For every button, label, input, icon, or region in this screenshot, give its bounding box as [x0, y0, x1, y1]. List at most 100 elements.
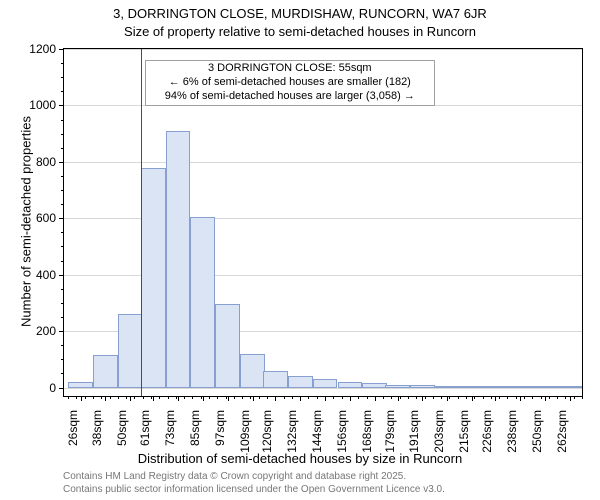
y-minor-tick	[61, 134, 64, 135]
annotation-box: 3 DORRINGTON CLOSE: 55sqm← 6% of semi-de…	[145, 60, 435, 105]
x-tick-label: 168sqm	[360, 410, 374, 470]
x-minor-tick	[474, 396, 475, 399]
x-tick	[228, 396, 229, 401]
x-minor-tick	[532, 396, 533, 399]
x-minor-tick	[226, 396, 227, 399]
y-minor-tick	[61, 176, 64, 177]
x-tick	[178, 396, 179, 401]
x-minor-tick	[333, 396, 334, 399]
histogram-bar	[166, 131, 191, 388]
x-tick-label: 73sqm	[163, 410, 177, 470]
y-axis-label: Number of semi-detached properties	[19, 102, 34, 342]
histogram-bar	[68, 382, 93, 387]
histogram-bar	[240, 354, 265, 388]
x-minor-tick	[383, 396, 384, 399]
x-tick-label: 191sqm	[407, 410, 421, 470]
x-minor-tick	[549, 396, 550, 399]
histogram-bar	[362, 383, 387, 387]
x-minor-tick	[499, 396, 500, 399]
x-tick-label: 203sqm	[432, 410, 446, 470]
x-tick	[398, 396, 399, 401]
annotation-line: 94% of semi-detached houses are larger (…	[148, 90, 432, 104]
x-tick	[422, 396, 423, 401]
x-tick	[375, 396, 376, 401]
y-gridline	[64, 105, 582, 106]
x-minor-tick	[134, 396, 135, 399]
x-minor-tick	[201, 396, 202, 399]
histogram-bar	[460, 386, 485, 388]
y-minor-tick	[61, 148, 64, 149]
chart-title-line1: 3, DORRINGTON CLOSE, MURDISHAW, RUNCORN,…	[0, 6, 600, 21]
x-minor-tick	[541, 396, 542, 399]
x-minor-tick	[400, 396, 401, 399]
x-tick-label: 238sqm	[505, 410, 519, 470]
x-tick-label: 97sqm	[213, 410, 227, 470]
x-minor-tick	[425, 396, 426, 399]
x-tick-label: 144sqm	[310, 410, 324, 470]
x-minor-tick	[126, 396, 127, 399]
histogram-bar	[93, 355, 118, 387]
x-minor-tick	[342, 396, 343, 399]
y-minor-tick	[61, 289, 64, 290]
x-minor-tick	[582, 396, 583, 399]
x-tick-label: 156sqm	[335, 410, 349, 470]
x-tick-label: 262sqm	[555, 410, 569, 470]
x-tick	[300, 396, 301, 401]
x-minor-tick	[159, 396, 160, 399]
histogram-bar	[118, 314, 143, 387]
y-minor-tick	[61, 77, 64, 78]
x-minor-tick	[176, 396, 177, 399]
chart-title-line2: Size of property relative to semi-detach…	[0, 24, 600, 39]
subject-marker-line	[141, 49, 142, 396]
y-tick-label: 0	[49, 381, 56, 395]
x-minor-tick	[250, 396, 251, 399]
x-tick	[153, 396, 154, 401]
x-minor-tick	[284, 396, 285, 399]
plot-area: 0200400600800100012003 DORRINGTON CLOSE:…	[63, 48, 583, 397]
x-minor-tick	[367, 396, 368, 399]
x-minor-tick	[68, 396, 69, 399]
histogram-bar	[263, 371, 288, 388]
annotation-line: 3 DORRINGTON CLOSE: 55sqm	[148, 62, 432, 76]
x-minor-tick	[234, 396, 235, 399]
x-tick-label: 215sqm	[457, 410, 471, 470]
footer-line2: Contains public sector information licen…	[63, 484, 445, 497]
y-minor-tick	[61, 204, 64, 205]
x-minor-tick	[76, 396, 77, 399]
x-minor-tick	[317, 396, 318, 399]
annotation-line: ← 6% of semi-detached houses are smaller…	[148, 76, 432, 90]
y-minor-tick	[61, 303, 64, 304]
x-tick	[520, 396, 521, 401]
y-tick-label: 400	[36, 268, 56, 282]
x-tick-label: 50sqm	[115, 410, 129, 470]
x-minor-tick	[259, 396, 260, 399]
y-minor-tick	[61, 120, 64, 121]
histogram-bar	[385, 385, 410, 388]
x-minor-tick	[507, 396, 508, 399]
y-minor-tick	[61, 373, 64, 374]
x-minor-tick	[101, 396, 102, 399]
y-minor-tick	[61, 345, 64, 346]
x-tick	[350, 396, 351, 401]
x-minor-tick	[217, 396, 218, 399]
x-minor-tick	[308, 396, 309, 399]
x-tick-label: 226sqm	[480, 410, 494, 470]
y-tick-label: 800	[36, 155, 56, 169]
x-minor-tick	[184, 396, 185, 399]
x-tick	[495, 396, 496, 401]
y-minor-tick	[61, 63, 64, 64]
x-minor-tick	[491, 396, 492, 399]
histogram-bar	[557, 386, 582, 388]
x-minor-tick	[449, 396, 450, 399]
x-tick	[325, 396, 326, 401]
x-minor-tick	[93, 396, 94, 399]
x-tick-label: 250sqm	[530, 410, 544, 470]
y-tick-label: 1200	[29, 42, 56, 56]
x-minor-tick	[192, 396, 193, 399]
y-gridline	[64, 49, 582, 50]
histogram-bar	[313, 379, 338, 387]
x-tick	[545, 396, 546, 401]
x-tick	[472, 396, 473, 401]
x-tick	[81, 396, 82, 401]
y-minor-tick	[61, 190, 64, 191]
